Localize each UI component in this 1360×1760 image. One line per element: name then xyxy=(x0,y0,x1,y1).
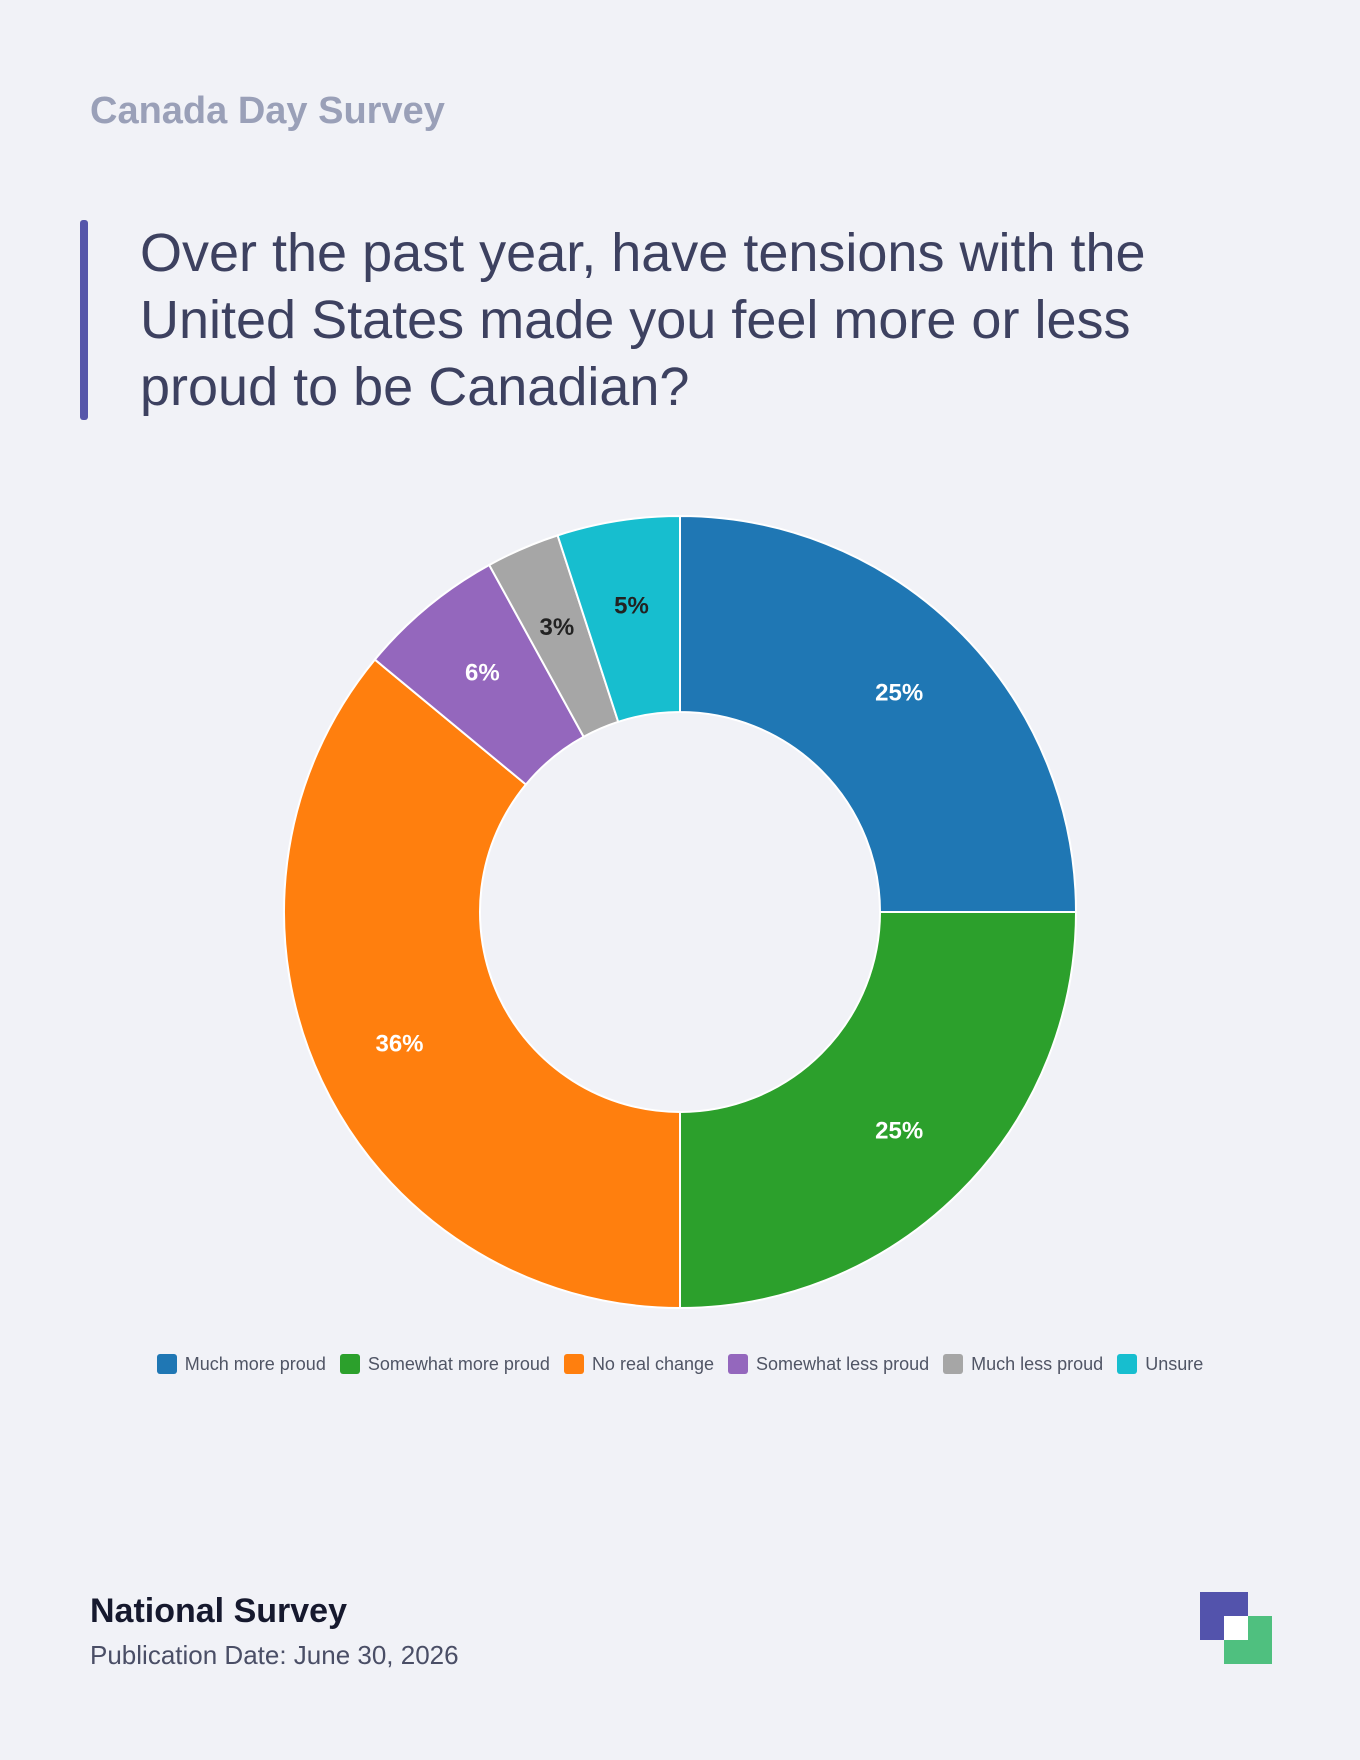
question-accent-bar xyxy=(80,220,88,420)
slice-label: 3% xyxy=(540,614,575,641)
footer-source: National Survey xyxy=(90,1592,347,1630)
donut-slice-much-more-proud xyxy=(679,514,1078,913)
slice-label: 25% xyxy=(875,679,923,706)
slice-label: 36% xyxy=(375,1030,423,1057)
legend-item: Somewhat less proud xyxy=(728,1352,929,1376)
legend-swatch xyxy=(1117,1354,1138,1374)
legend-item: Somewhat more proud xyxy=(339,1352,550,1376)
legend-swatch xyxy=(563,1354,584,1374)
legend-label: Unsure xyxy=(1145,1353,1204,1374)
survey-kicker: Canada Day Survey xyxy=(90,90,445,132)
footer-date: Publication Date: June 30, 2026 xyxy=(90,1640,459,1670)
donut-slice-somewhat-more-proud xyxy=(679,911,1078,1310)
legend-label: Somewhat less proud xyxy=(756,1353,930,1374)
legend-item: Much more proud xyxy=(156,1352,326,1376)
question-text: Over the past year, have tensions with t… xyxy=(140,223,1146,417)
chart-legend: Much more proud Somewhat more proud No rea… xyxy=(140,1352,1220,1376)
legend-item: Unsure xyxy=(1117,1352,1203,1376)
legend-swatch xyxy=(156,1354,177,1374)
brand-logo-icon xyxy=(1200,1592,1272,1664)
legend-label: No real change xyxy=(591,1353,715,1374)
slice-label: 5% xyxy=(614,592,649,619)
legend-swatch xyxy=(728,1354,749,1374)
slice-label: 6% xyxy=(465,660,500,687)
donut-slice-no-real-change xyxy=(283,658,681,1310)
legend-label: Much less proud xyxy=(971,1353,1104,1374)
donut-chart: 25% 25% 36% 6% 3% 5% xyxy=(283,514,1078,1310)
legend-swatch xyxy=(943,1354,964,1374)
question-block: Over the past year, have tensions with t… xyxy=(80,220,1260,421)
legend-item: Much less proud xyxy=(943,1352,1103,1376)
legend-swatch xyxy=(339,1354,360,1374)
legend-label: Much more proud xyxy=(184,1353,326,1374)
slice-label: 25% xyxy=(875,1118,923,1145)
donut-slice-unsure xyxy=(556,514,681,724)
legend-item: No real change xyxy=(563,1352,715,1376)
legend-label: Somewhat more proud xyxy=(367,1353,550,1374)
